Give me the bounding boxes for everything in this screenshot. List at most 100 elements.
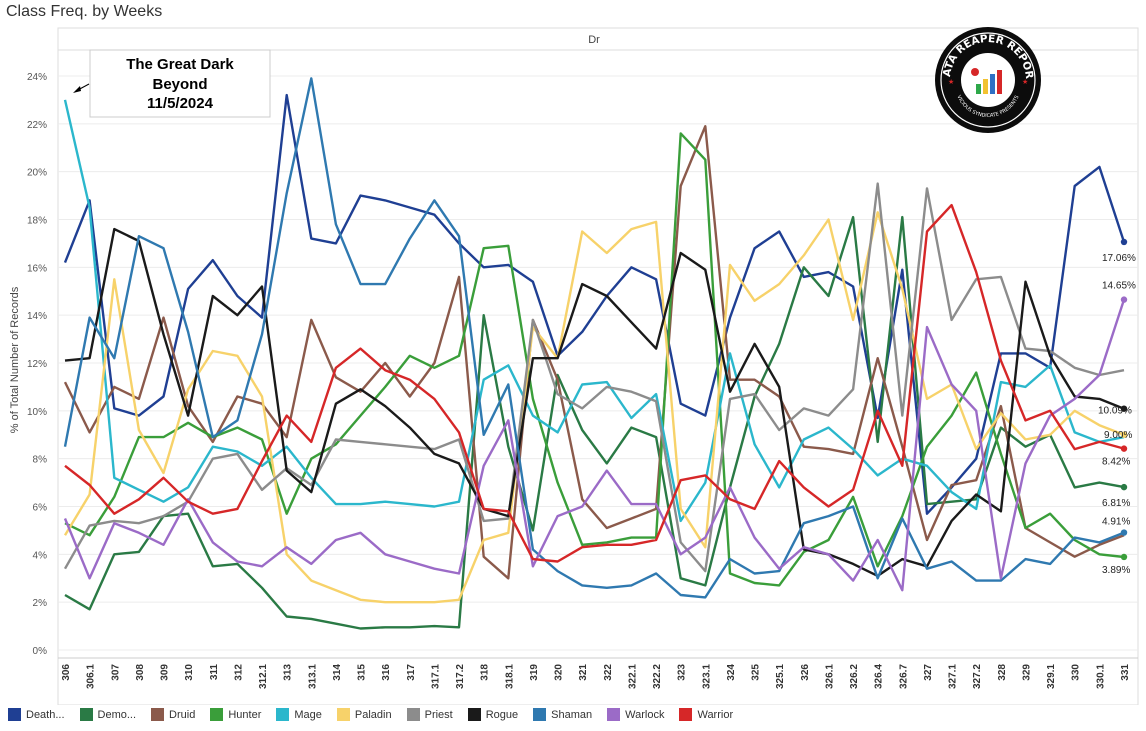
y-tick-label: 10% bbox=[27, 407, 47, 418]
end-label-paladin: 9.00% bbox=[1104, 430, 1132, 441]
x-tick-label: 326.1 bbox=[824, 664, 835, 689]
x-tick-label: 327.2 bbox=[972, 664, 983, 689]
end-point-rogue bbox=[1120, 405, 1128, 412]
legend-label: Rogue bbox=[485, 708, 519, 721]
legend-label: Paladin bbox=[354, 708, 392, 721]
series-line-priest bbox=[63, 182, 1125, 573]
legend-swatch bbox=[406, 708, 420, 721]
x-tick-label: 329.1 bbox=[1046, 664, 1057, 689]
x-tick-label: 313.1 bbox=[307, 664, 318, 689]
y-tick-label: 4% bbox=[33, 550, 48, 561]
end-label-hunter: 3.89% bbox=[1102, 565, 1130, 576]
end-point-warrior bbox=[1120, 445, 1128, 452]
x-tick-label: 331 bbox=[1120, 664, 1131, 681]
end-label-warlock: 14.65% bbox=[1102, 281, 1136, 292]
annotation-line-3: 11/5/2024 bbox=[147, 95, 214, 112]
legend-item-priest[interactable]: Priest bbox=[406, 708, 453, 721]
x-tick-label: 323.1 bbox=[701, 664, 712, 689]
x-tick-label: 329 bbox=[1021, 664, 1032, 681]
legend-item-demo[interactable]: Demo... bbox=[79, 708, 136, 721]
legend-item-warlock[interactable]: Warlock bbox=[607, 708, 664, 721]
y-axis-title: % of Total Number of Records bbox=[9, 286, 21, 433]
logo-star-right: ★ bbox=[1022, 78, 1028, 86]
x-tick-label: 310 bbox=[184, 664, 195, 681]
annotation-line-1: The Great Dark bbox=[126, 56, 234, 73]
logo-star-left: ★ bbox=[948, 78, 954, 86]
y-tick-label: 0% bbox=[33, 646, 48, 657]
x-tick-label: 309 bbox=[160, 664, 171, 681]
legend-item-warrior[interactable]: Warrior bbox=[679, 708, 733, 721]
end-point-demo bbox=[1120, 483, 1128, 491]
x-tick-label: 325 bbox=[751, 664, 762, 681]
x-tick-label: 326.2 bbox=[849, 664, 860, 689]
series-line-paladin bbox=[63, 211, 1125, 604]
y-tick-label: 24% bbox=[27, 72, 47, 83]
x-tick-label: 317.1 bbox=[430, 664, 441, 689]
legend-item-paladin[interactable]: Paladin bbox=[336, 708, 392, 721]
x-tick-label: 326 bbox=[800, 664, 811, 681]
y-tick-label: 12% bbox=[27, 359, 47, 370]
legend-item-death[interactable]: Death... bbox=[8, 708, 65, 721]
gridlines bbox=[58, 75, 1138, 651]
x-tick-label: 318.1 bbox=[504, 664, 515, 689]
legend-item-mage[interactable]: Mage bbox=[276, 708, 322, 721]
x-tick-label: 312.1 bbox=[258, 664, 269, 689]
x-tick-label: 306.1 bbox=[86, 664, 97, 689]
legend-swatch bbox=[336, 708, 350, 721]
x-tick-label: 321 bbox=[578, 664, 589, 681]
x-tick-label: 322.2 bbox=[652, 664, 663, 689]
x-tick-label: 325.1 bbox=[775, 664, 786, 689]
series-line-warlock bbox=[63, 299, 1126, 592]
legend-item-hunter[interactable]: Hunter bbox=[210, 708, 261, 721]
legend-item-druid[interactable]: Druid bbox=[151, 708, 195, 721]
page-title: Class Freq. by Weeks bbox=[6, 3, 163, 20]
x-tick-label: 306 bbox=[61, 664, 72, 681]
x-tick-label: 320 bbox=[554, 664, 565, 681]
annotation-line-2: Beyond bbox=[152, 76, 207, 93]
y-tick-label: 2% bbox=[33, 598, 48, 609]
annotation-box: The Great Dark Beyond 11/5/2024 bbox=[73, 49, 271, 118]
end-point-death bbox=[1120, 238, 1128, 246]
y-tick-label: 20% bbox=[27, 168, 47, 179]
x-tick-label: 317 bbox=[406, 664, 417, 681]
logo-chart-icon bbox=[971, 68, 1002, 94]
x-tick-label: 323 bbox=[677, 664, 688, 681]
legend-label: Mage bbox=[294, 708, 322, 721]
series-line-mage bbox=[63, 99, 1125, 523]
legend-label: Death... bbox=[26, 708, 65, 721]
x-tick-label: 322 bbox=[603, 664, 614, 681]
y-tick-label: 16% bbox=[27, 263, 47, 274]
end-point-shaman bbox=[1120, 529, 1128, 536]
x-tick-label: 311 bbox=[209, 664, 220, 681]
x-tick-label: 327 bbox=[923, 664, 934, 681]
y-tick-label: 22% bbox=[27, 120, 47, 131]
legend-item-shaman[interactable]: Shaman bbox=[533, 708, 592, 721]
x-tick-label: 314 bbox=[332, 664, 343, 681]
end-label-demo: 6.81% bbox=[1102, 498, 1130, 509]
x-tick-label: 328 bbox=[997, 664, 1008, 681]
end-point-warlock bbox=[1120, 296, 1128, 303]
x-tick-label: 322.1 bbox=[627, 664, 638, 689]
x-tick-label: 318 bbox=[480, 664, 491, 681]
series-line-shaman bbox=[63, 77, 1125, 599]
x-tick-label: 324 bbox=[726, 664, 737, 681]
x-tick-label: 308 bbox=[135, 664, 146, 681]
end-labels: 17.06% 6.81% 3.89% 9.00% 10.09% 4.91% 14.65% 8.… bbox=[1098, 253, 1136, 576]
end-label-rogue: 10.09% bbox=[1098, 406, 1132, 417]
x-tick-label: 327.1 bbox=[948, 664, 959, 689]
legend-swatch bbox=[679, 708, 693, 721]
legend-label: Druid bbox=[169, 708, 196, 721]
x-tick-label: 330.1 bbox=[1095, 664, 1106, 689]
end-point-hunter bbox=[1120, 553, 1128, 561]
legend: Death... Demo... Druid Hunter Mage Paladin Pri… bbox=[8, 708, 748, 721]
legend-label: Shaman bbox=[551, 708, 593, 721]
series-line-hunter bbox=[64, 132, 1125, 587]
legend-swatch bbox=[533, 708, 547, 721]
plot-frame bbox=[57, 27, 1139, 705]
series-line-druid bbox=[63, 124, 1125, 580]
series-line-warrior bbox=[64, 203, 1125, 563]
legend-item-rogue[interactable]: Rogue bbox=[467, 708, 519, 721]
series-lines bbox=[63, 77, 1128, 630]
legend-swatch bbox=[79, 708, 93, 721]
legend-swatch bbox=[210, 708, 224, 721]
